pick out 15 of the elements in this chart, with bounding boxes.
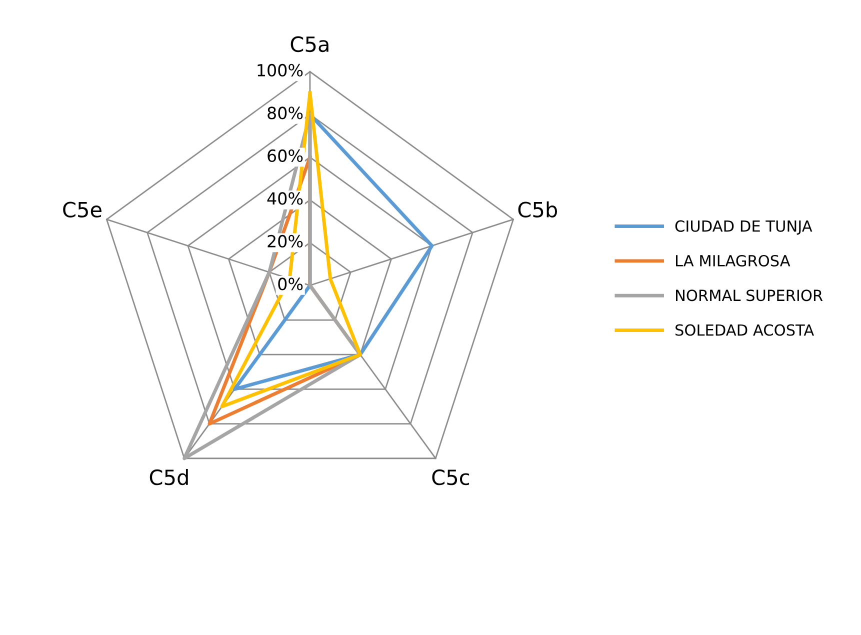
legend-label: LA MILAGROSA xyxy=(676,254,790,267)
spoke-label: C5d xyxy=(150,469,188,486)
y-tick-label: 100% xyxy=(258,64,303,77)
legend-label: CIUDAD DE TUNJA xyxy=(675,220,812,235)
spoke-label: C5b xyxy=(518,201,558,218)
y-tick-label: 20% xyxy=(268,234,303,248)
y-tick-label: 0% xyxy=(278,278,303,290)
legend-label: NORMAL SUPERIOR xyxy=(676,290,823,302)
spoke-label: C5e xyxy=(63,202,102,218)
y-tick-label: 40% xyxy=(267,192,303,205)
legend-label: SOLEDAD ACOSTA xyxy=(676,324,814,336)
spoke-label: C5a xyxy=(290,36,328,52)
y-tick-label: 80% xyxy=(268,106,303,120)
spoke-label: C5c xyxy=(432,469,470,486)
y-tick-label: 60% xyxy=(268,149,303,162)
